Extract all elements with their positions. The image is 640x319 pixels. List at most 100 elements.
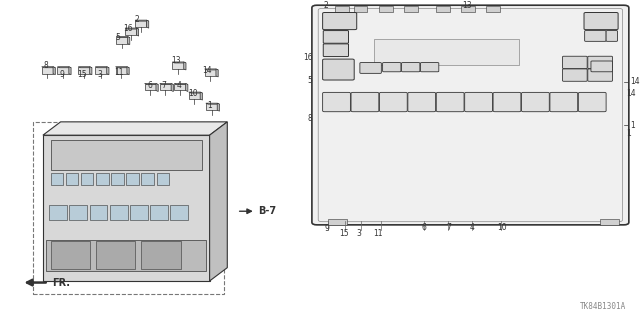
FancyBboxPatch shape (401, 63, 420, 72)
FancyBboxPatch shape (588, 69, 612, 81)
Polygon shape (116, 37, 130, 38)
Bar (49, 205, 67, 220)
Text: 9: 9 (324, 224, 330, 233)
Polygon shape (78, 67, 90, 74)
FancyBboxPatch shape (585, 31, 606, 41)
Polygon shape (210, 122, 227, 281)
Polygon shape (95, 67, 107, 74)
Bar (374, 40, 519, 65)
Bar (96, 173, 109, 185)
Text: 2: 2 (323, 1, 328, 10)
Polygon shape (127, 37, 130, 45)
Text: 6: 6 (148, 81, 153, 90)
Text: 15: 15 (77, 70, 87, 79)
FancyBboxPatch shape (323, 12, 356, 30)
Bar (130, 205, 148, 220)
Bar (353, 6, 367, 12)
Bar (51, 173, 63, 185)
Text: 13: 13 (171, 56, 180, 65)
Bar (379, 6, 393, 12)
Bar (33, 122, 224, 294)
Polygon shape (58, 67, 71, 68)
FancyBboxPatch shape (380, 93, 407, 112)
Polygon shape (116, 67, 127, 74)
Text: 14: 14 (202, 66, 212, 75)
Bar (110, 205, 127, 220)
Bar (46, 240, 207, 271)
Polygon shape (206, 103, 217, 110)
Bar (404, 6, 418, 12)
Text: 5: 5 (116, 33, 120, 42)
Bar (70, 205, 87, 220)
FancyBboxPatch shape (522, 93, 549, 112)
Bar (157, 173, 169, 185)
FancyBboxPatch shape (323, 44, 349, 56)
Text: B-7: B-7 (258, 206, 276, 216)
FancyBboxPatch shape (584, 12, 618, 30)
Bar (51, 241, 90, 269)
Polygon shape (156, 84, 158, 92)
Bar (81, 173, 93, 185)
Bar (126, 173, 139, 185)
Text: 15: 15 (339, 229, 349, 238)
FancyBboxPatch shape (351, 93, 379, 112)
Polygon shape (78, 67, 92, 68)
Bar (66, 173, 78, 185)
Text: 4: 4 (176, 81, 181, 90)
Polygon shape (206, 103, 220, 104)
Bar (600, 219, 619, 225)
Bar (141, 241, 180, 269)
Polygon shape (69, 67, 71, 75)
Polygon shape (116, 67, 129, 68)
Polygon shape (205, 69, 216, 76)
Polygon shape (53, 67, 55, 75)
FancyBboxPatch shape (420, 63, 439, 72)
Text: 16: 16 (123, 24, 132, 33)
FancyBboxPatch shape (563, 69, 587, 81)
Text: 7: 7 (162, 81, 166, 90)
Bar (486, 6, 500, 12)
Text: FR.: FR. (52, 278, 70, 287)
Polygon shape (160, 84, 171, 91)
FancyBboxPatch shape (383, 63, 401, 72)
Polygon shape (160, 84, 173, 85)
FancyBboxPatch shape (606, 31, 618, 41)
FancyBboxPatch shape (493, 93, 521, 112)
FancyBboxPatch shape (312, 5, 629, 225)
Polygon shape (174, 84, 186, 91)
Text: 14: 14 (627, 89, 636, 99)
Polygon shape (42, 67, 55, 68)
Text: 9: 9 (60, 70, 64, 79)
Polygon shape (125, 28, 136, 35)
Polygon shape (125, 28, 139, 29)
Bar (90, 205, 108, 220)
Polygon shape (43, 135, 210, 281)
Polygon shape (43, 122, 227, 135)
Text: 14: 14 (630, 77, 640, 86)
FancyBboxPatch shape (591, 61, 612, 72)
Polygon shape (135, 20, 147, 27)
Text: 2: 2 (134, 15, 140, 24)
Polygon shape (205, 69, 218, 70)
FancyBboxPatch shape (550, 93, 578, 112)
Polygon shape (135, 20, 148, 21)
Text: 11: 11 (114, 68, 124, 77)
Bar (328, 219, 348, 225)
Polygon shape (145, 84, 158, 85)
Polygon shape (189, 92, 200, 99)
Polygon shape (189, 92, 202, 93)
Polygon shape (90, 67, 92, 75)
Bar (51, 140, 202, 170)
Polygon shape (116, 37, 127, 44)
Bar (111, 173, 124, 185)
Text: 6: 6 (422, 223, 427, 232)
Text: 11: 11 (373, 229, 382, 238)
Polygon shape (186, 84, 188, 92)
Polygon shape (184, 62, 186, 70)
Polygon shape (58, 67, 69, 74)
Bar (335, 6, 349, 12)
FancyBboxPatch shape (323, 59, 354, 80)
FancyBboxPatch shape (579, 93, 606, 112)
FancyBboxPatch shape (465, 93, 492, 112)
Text: 8: 8 (43, 61, 48, 70)
